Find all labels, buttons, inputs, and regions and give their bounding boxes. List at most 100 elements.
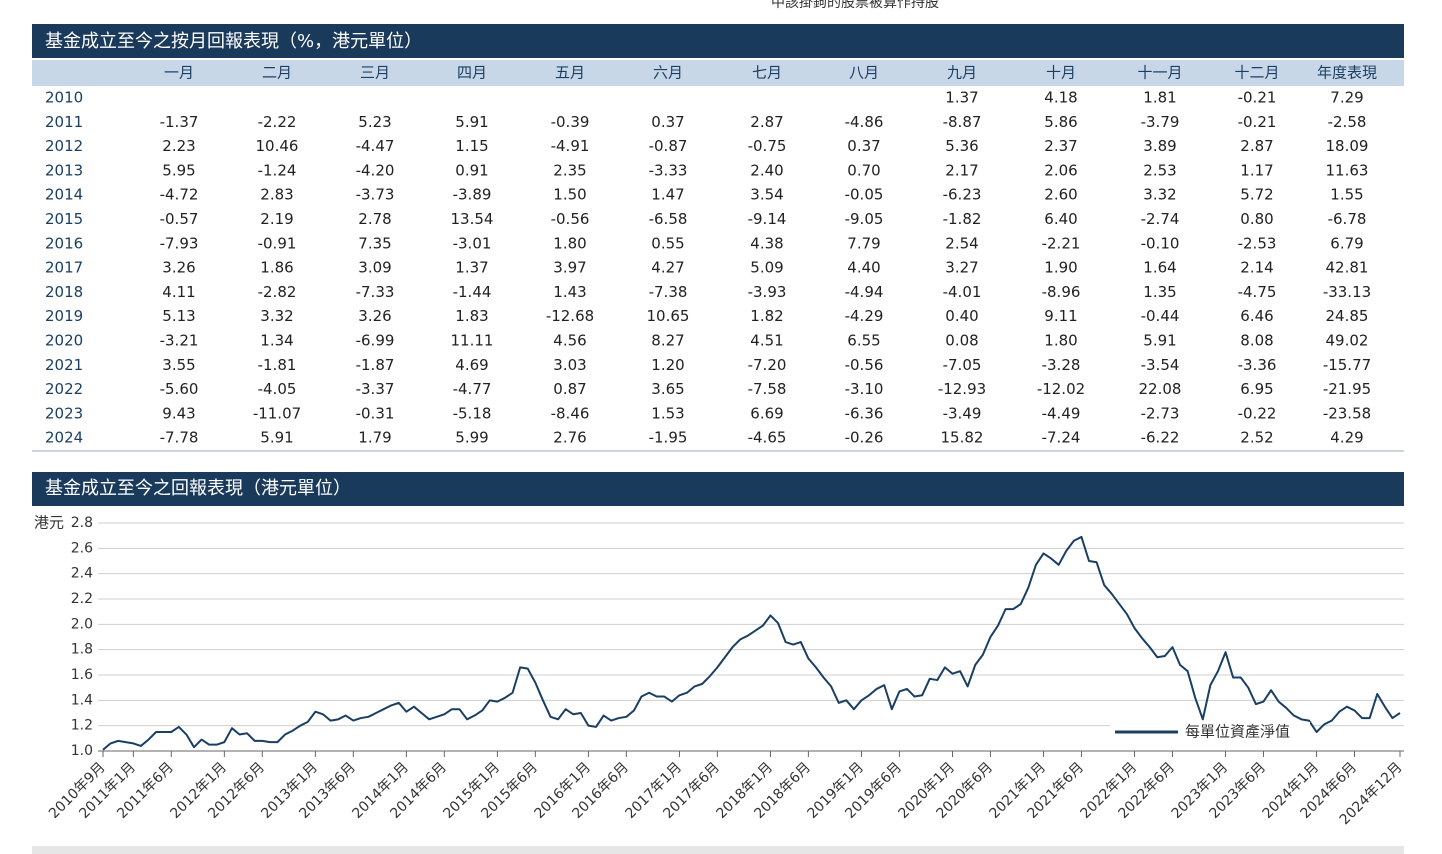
table-cell: -1.37 — [160, 113, 199, 131]
table-cell: 1.79 — [358, 429, 391, 447]
table-cell: -7.20 — [748, 356, 787, 374]
table-cell: -4.47 — [356, 137, 395, 155]
y-tick-label: 1.2 — [71, 718, 93, 734]
chart-title: 基金成立至今之回報表現（港元單位） — [45, 478, 351, 499]
table-cell: 2.76 — [553, 429, 586, 447]
table-cell: -4.94 — [845, 283, 884, 301]
table-cell: -6.36 — [845, 404, 884, 422]
table-cell: 2.52 — [1240, 429, 1273, 447]
table-cell: -7.93 — [160, 234, 199, 252]
table-cell: 9.43 — [162, 404, 195, 422]
legend-label: 每單位資產淨值 — [1185, 723, 1290, 741]
table-cell: -3.36 — [1238, 356, 1277, 374]
table-cell: 1.86 — [260, 259, 293, 277]
table-cell: 4.27 — [651, 259, 684, 277]
table-cell: -11.07 — [253, 404, 301, 422]
table-title: 基金成立至今之按月回報表現（%，港元單位） — [45, 31, 422, 52]
table-cell: 2.54 — [945, 234, 978, 252]
table-cell: -0.56 — [845, 356, 884, 374]
table-cell: 4.11 — [162, 283, 195, 301]
table-cell: -6.78 — [1328, 210, 1367, 228]
table-cell: -4.65 — [748, 429, 787, 447]
table-cell: 2.87 — [750, 113, 783, 131]
table-cell: -2.22 — [258, 113, 297, 131]
table-cell: 0.70 — [847, 161, 880, 179]
table-cell: -1.87 — [356, 356, 395, 374]
y-tick-label: 2.2 — [71, 591, 93, 607]
table-cell: 13.54 — [451, 210, 494, 228]
table-cell: -3.10 — [845, 380, 884, 398]
table-cell: -9.14 — [748, 210, 787, 228]
table-cell: 8.27 — [651, 332, 684, 350]
table-cell: 10.65 — [647, 307, 690, 325]
table-cell: 4.29 — [1330, 429, 1363, 447]
table-cell: -7.58 — [748, 380, 787, 398]
table-cell: -12.93 — [938, 380, 986, 398]
table-cell: -0.44 — [1141, 307, 1180, 325]
table-cell: 2.06 — [1044, 161, 1077, 179]
table-cell: 3.26 — [162, 259, 195, 277]
table-cell: 0.37 — [651, 113, 684, 131]
table-cell: -0.31 — [356, 404, 395, 422]
table-cell: 1.17 — [1240, 161, 1273, 179]
column-header: 八月 — [849, 64, 879, 82]
y-tick-label: 1.8 — [71, 642, 93, 658]
table-cell: 5.36 — [945, 137, 978, 155]
table-cell: -0.21 — [1238, 113, 1277, 131]
column-header: 七月 — [752, 64, 782, 82]
table-cell: 6.46 — [1240, 307, 1273, 325]
nav-line — [102, 535, 1401, 751]
table-cell: 3.09 — [358, 259, 391, 277]
table-cell: 1.20 — [651, 356, 684, 374]
table-cell: 4.51 — [750, 332, 783, 350]
table-cell: 5.86 — [1044, 113, 1077, 131]
table-cell: -0.57 — [160, 210, 199, 228]
table-cell: -6.58 — [649, 210, 688, 228]
table-cell: 5.72 — [1240, 186, 1273, 204]
row-year: 2019 — [45, 307, 83, 325]
table-cell: 2.53 — [1143, 161, 1176, 179]
table-cell: -4.72 — [160, 186, 199, 204]
row-year: 2024 — [45, 429, 83, 447]
table-cell: -0.10 — [1141, 234, 1180, 252]
table-cell: 2.14 — [1240, 259, 1273, 277]
column-header: 五月 — [555, 64, 585, 82]
table-cell: -3.21 — [160, 332, 199, 350]
table-cell: 0.87 — [553, 380, 586, 398]
table-cell: 5.13 — [162, 307, 195, 325]
table-cell: 2.35 — [553, 161, 586, 179]
table-cell: 2.17 — [945, 161, 978, 179]
table-cell: 3.97 — [553, 259, 586, 277]
table-cell: -33.13 — [1323, 283, 1371, 301]
table-cell: 6.79 — [1330, 234, 1363, 252]
column-header: 四月 — [457, 64, 487, 82]
table-cell: -1.81 — [258, 356, 297, 374]
column-header: 六月 — [653, 64, 683, 82]
table-cell: 7.29 — [1330, 89, 1363, 107]
table-cell: 3.32 — [1143, 186, 1176, 204]
table-cell: 5.91 — [1143, 332, 1176, 350]
table-cell: 7.35 — [358, 234, 391, 252]
y-tick-label: 2.0 — [71, 616, 93, 632]
row-year: 2010 — [45, 89, 83, 107]
table-cell: -3.28 — [1042, 356, 1081, 374]
table-cell: 6.40 — [1044, 210, 1077, 228]
table-cell: 1.37 — [455, 259, 488, 277]
table-cell: 5.09 — [750, 259, 783, 277]
table-cell: -4.01 — [943, 283, 982, 301]
table-cell: -1.24 — [258, 161, 297, 179]
column-header: 二月 — [262, 64, 292, 82]
table-cell: -2.73 — [1141, 404, 1180, 422]
table-cell: -12.02 — [1037, 380, 1085, 398]
row-year: 2017 — [45, 259, 83, 277]
table-cell: 1.80 — [553, 234, 586, 252]
row-year: 2011 — [45, 113, 83, 131]
table-cell: -2.21 — [1042, 234, 1081, 252]
table-cell: -8.96 — [1042, 283, 1081, 301]
table-cell: -7.33 — [356, 283, 395, 301]
table-cell: 1.82 — [750, 307, 783, 325]
table-cell: -6.23 — [943, 186, 982, 204]
table-cell: 5.95 — [162, 161, 195, 179]
